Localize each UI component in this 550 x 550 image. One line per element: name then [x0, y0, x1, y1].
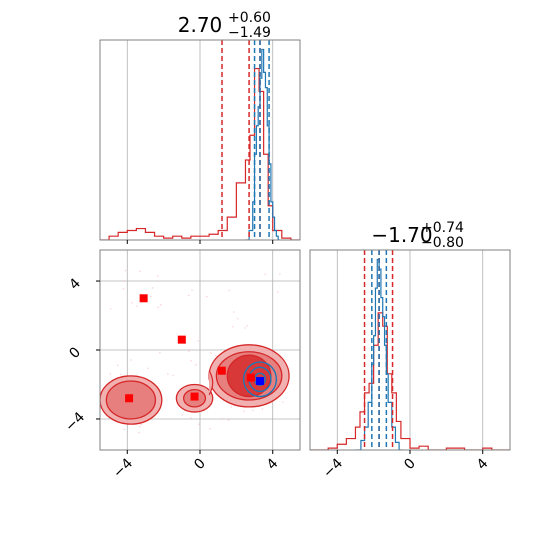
sample-dot	[232, 311, 235, 313]
sample-dot	[252, 409, 254, 412]
sample-dot	[167, 373, 169, 376]
point-blue-0	[256, 377, 264, 386]
sample-dot	[122, 288, 125, 290]
title-x1-minus: −1.49	[228, 25, 271, 41]
title-x2-minus: −0.80	[421, 235, 464, 251]
sample-dot	[227, 419, 230, 422]
sample-dot	[264, 273, 266, 275]
point-red-4	[190, 392, 199, 401]
sample-dot	[190, 360, 192, 362]
sample-dot	[236, 317, 239, 320]
sample-dot	[181, 414, 184, 416]
sample-dot	[109, 308, 112, 310]
title-x2: −1.70	[371, 223, 432, 247]
sample-dot	[209, 428, 211, 430]
contour-red-bridge	[208, 370, 214, 396]
sample-dot	[150, 295, 152, 298]
sample-dot	[159, 351, 161, 354]
sample-dot	[205, 295, 208, 298]
sample-dot	[276, 291, 279, 293]
histogram-series-0	[100, 67, 300, 240]
point-red-2	[217, 366, 226, 375]
sample-dot	[246, 325, 248, 327]
sample-dot	[188, 294, 190, 297]
sample-dot	[232, 326, 234, 328]
sample-dot	[151, 287, 154, 289]
histogram-x2	[310, 250, 510, 450]
sample-dot	[228, 289, 230, 292]
sample-dot	[261, 408, 264, 410]
marginal-panel-x2: −4 0 4 −1.70 +0.74 −0.80	[309, 220, 511, 481]
sample-dot	[119, 373, 122, 376]
sample-dot	[139, 270, 141, 273]
point-red-3	[125, 394, 134, 403]
contour-blue-0-0	[242, 361, 278, 398]
title-x1: 2.70	[178, 13, 223, 37]
point-red-0	[139, 294, 148, 303]
sample-dot	[116, 364, 119, 367]
joint-panel: −4 0 4 −4 0 4	[62, 249, 301, 481]
point-red-1	[177, 335, 186, 344]
sample-dot	[210, 352, 212, 354]
sample-dot	[160, 303, 162, 306]
sample-dot	[156, 275, 159, 277]
x-ticks: −4 0 4	[320, 450, 492, 481]
histogram-x1	[100, 40, 300, 240]
sample-dot	[122, 280, 125, 282]
sample-dot	[230, 406, 233, 408]
y-tick-label: −4	[62, 409, 88, 435]
sample-dot	[195, 364, 197, 366]
sample-dot	[187, 350, 190, 353]
grid	[336, 250, 484, 450]
sample-dot	[279, 273, 281, 275]
sample-dot	[157, 306, 160, 308]
title-x2-plus: +0.74	[421, 220, 464, 236]
sample-dot	[131, 302, 133, 304]
title-x1-value: 2.70	[178, 13, 223, 37]
sample-dot	[191, 289, 193, 291]
sample-dot	[197, 340, 200, 342]
sample-dot	[282, 400, 284, 403]
sample-dot	[109, 373, 112, 375]
sample-dot	[136, 305, 138, 307]
sample-dot	[130, 359, 132, 361]
sample-dot	[172, 374, 174, 377]
sample-dot	[198, 423, 200, 426]
sample-dot	[244, 327, 246, 329]
y-tick-label: 4	[66, 275, 84, 293]
x-tick-label: 0	[401, 456, 419, 474]
sample-dot	[124, 269, 127, 272]
sample-dot	[123, 428, 125, 431]
x-tick-label: 4	[474, 455, 492, 473]
sample-dot	[147, 367, 150, 370]
x-tick-label: 4	[264, 455, 282, 473]
sample-dot	[140, 423, 142, 426]
sample-dot	[243, 410, 245, 412]
x-ticks	[126, 240, 274, 244]
marginal-panel-x1: 2.70 +0.60 −1.49	[99, 10, 301, 244]
sample-dot	[215, 355, 217, 357]
sample-dot	[188, 349, 191, 351]
sample-dot	[190, 417, 192, 419]
sample-dot	[138, 431, 140, 434]
sample-dot	[221, 417, 224, 420]
joint-scatter	[100, 269, 290, 434]
x-tick-label: −4	[320, 455, 346, 481]
y-tick-label: 0	[66, 344, 84, 362]
point-red-5	[246, 373, 255, 382]
title-x2-value: −1.70	[371, 223, 432, 247]
x-tick-label: 0	[191, 456, 209, 474]
x-tick-label: −4	[110, 455, 136, 481]
sample-dot	[138, 425, 141, 428]
title-x1-plus: +0.60	[228, 10, 271, 26]
